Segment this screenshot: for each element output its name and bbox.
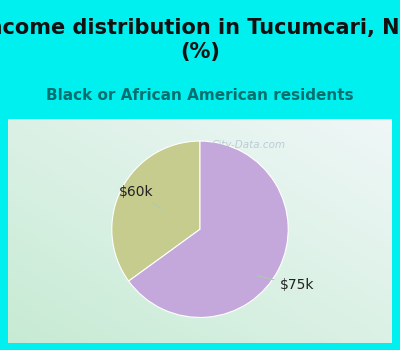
Text: City-Data.com: City-Data.com: [212, 140, 286, 150]
Text: Black or African American residents: Black or African American residents: [46, 88, 354, 103]
Wedge shape: [129, 141, 288, 317]
Text: $75k: $75k: [257, 276, 314, 292]
Text: Income distribution in Tucumcari, NM
(%): Income distribution in Tucumcari, NM (%): [0, 18, 400, 62]
Wedge shape: [112, 141, 200, 281]
Text: $60k: $60k: [119, 185, 161, 208]
